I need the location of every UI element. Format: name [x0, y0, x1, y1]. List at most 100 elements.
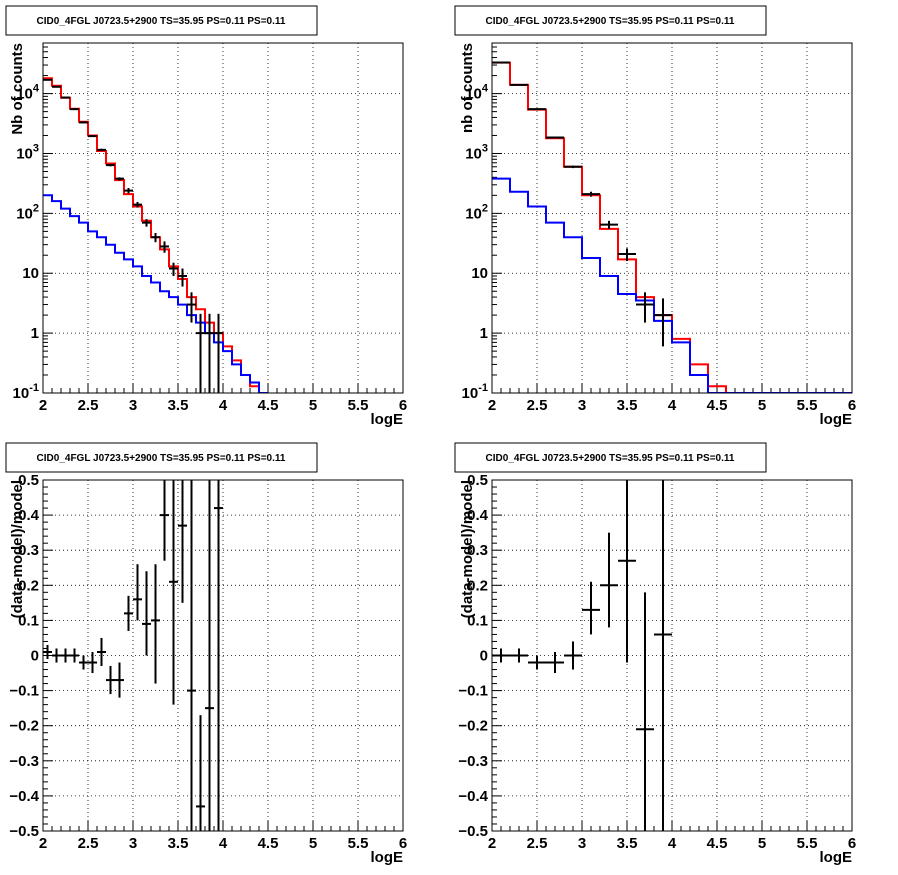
- y-tick-label: −0.5: [9, 823, 39, 840]
- y-tick-label: −0.2: [458, 718, 488, 735]
- x-tick-label: 5.5: [797, 835, 818, 852]
- x-tick-label: 4: [219, 835, 228, 852]
- y-tick-label: −0.2: [9, 718, 39, 735]
- plot-frame: [491, 479, 853, 832]
- x-tick-label: 4: [668, 397, 677, 414]
- panel-title: CID0_4FGL J0723.5+2900 TS=35.95 PS=0.11 …: [486, 16, 735, 27]
- data-layer: [492, 61, 852, 393]
- x-tick-label: 3: [129, 835, 137, 852]
- x-tick-label: 3: [578, 397, 586, 414]
- x-axis-title: logE: [371, 849, 404, 866]
- y-tick-label: 1: [480, 325, 488, 342]
- title-box: [5, 5, 318, 36]
- y-tick-label: 0.2: [467, 577, 488, 594]
- y-tick-label: 102: [16, 202, 39, 222]
- x-tick-label: 4.5: [707, 397, 728, 414]
- x-tick-label: 3.5: [617, 835, 638, 852]
- y-tick-label: 0.1: [18, 612, 39, 629]
- x-tick-label: 2.5: [527, 397, 548, 414]
- x-axis-title: logE: [371, 411, 404, 428]
- y-tick-label: 0.4: [18, 507, 40, 524]
- y-tick-label: 0.3: [467, 542, 488, 559]
- x-tick-label: 5: [309, 397, 317, 414]
- x-tick-label: 2: [488, 835, 496, 852]
- x-tick-label: 5: [309, 835, 317, 852]
- x-tick-label: 4.5: [258, 835, 279, 852]
- data-layer: [43, 77, 268, 393]
- x-tick-label: 5: [758, 397, 766, 414]
- panel-residual-right: CID0_4FGL J0723.5+2900 TS=35.95 PS=0.11 …: [454, 442, 856, 866]
- y-tick-label: −0.3: [458, 753, 488, 770]
- y-tick-label: 0.1: [467, 612, 488, 629]
- x-tick-label: 2: [488, 397, 496, 414]
- x-tick-label: 6: [848, 835, 856, 852]
- y-axis-title: nb of counts: [459, 43, 476, 133]
- y-tick-label: 0.2: [18, 577, 39, 594]
- data-layer: [492, 480, 672, 831]
- x-tick-label: 2.5: [78, 835, 99, 852]
- x-tick-label: 2: [39, 397, 47, 414]
- title-box: [454, 442, 767, 473]
- panel-title: CID0_4FGL J0723.5+2900 TS=35.95 PS=0.11 …: [37, 16, 286, 27]
- y-tick-label: 0.5: [18, 472, 39, 489]
- y-tick-label: −0.4: [9, 788, 39, 805]
- x-tick-label: 4: [219, 397, 228, 414]
- x-axis-title: logE: [820, 849, 853, 866]
- y-tick-label: 1: [31, 325, 39, 342]
- x-axis-title: logE: [820, 411, 853, 428]
- y-axis-title: Nb of counts: [9, 43, 26, 135]
- x-tick-label: 2.5: [78, 397, 99, 414]
- y-tick-label: −0.1: [9, 683, 39, 700]
- panel-title: CID0_4FGL J0723.5+2900 TS=35.95 PS=0.11 …: [37, 453, 286, 464]
- x-tick-label: 2.5: [527, 835, 548, 852]
- y-tick-label: 0.3: [18, 542, 39, 559]
- hist-series-1: [43, 194, 268, 393]
- y-tick-label: 10-1: [13, 382, 39, 402]
- title-box: [454, 5, 767, 36]
- y-tick-label: 102: [465, 202, 488, 222]
- y-tick-label: 10-1: [462, 382, 488, 402]
- x-tick-label: 3: [129, 397, 137, 414]
- y-tick-label: 0: [480, 648, 488, 665]
- data-layer: [43, 480, 223, 831]
- y-tick-label: −0.1: [458, 683, 488, 700]
- y-tick-label: −0.3: [9, 753, 39, 770]
- x-tick-label: 4.5: [258, 397, 279, 414]
- y-tick-label: 103: [465, 142, 488, 162]
- plot-frame: [42, 479, 404, 832]
- title-box: [5, 442, 318, 473]
- y-tick-label: 0.4: [467, 507, 489, 524]
- x-tick-label: 4: [668, 835, 677, 852]
- x-tick-label: 2: [39, 835, 47, 852]
- x-tick-label: 4.5: [707, 835, 728, 852]
- x-tick-label: 3.5: [617, 397, 638, 414]
- y-tick-label: 103: [16, 142, 39, 162]
- y-tick-label: 0.5: [467, 472, 488, 489]
- x-tick-label: 5: [758, 835, 766, 852]
- plot-area: 2 2.5 3 3.5 4 4.5 5 5.5 6 −0.5 −0.4 −0.3 −0.2 −0.1 0 0.…: [9, 472, 407, 852]
- y-axis-title: (data-model)/model: [9, 480, 26, 618]
- y-tick-label: −0.5: [458, 823, 488, 840]
- x-tick-label: 3.5: [168, 397, 189, 414]
- x-tick-label: 5.5: [348, 397, 369, 414]
- x-tick-label: 3: [578, 835, 586, 852]
- x-tick-label: 3.5: [168, 835, 189, 852]
- x-tick-label: 6: [399, 835, 407, 852]
- y-tick-label: 0: [31, 648, 39, 665]
- x-tick-label: 6: [848, 397, 856, 414]
- x-tick-label: 6: [399, 397, 407, 414]
- y-tick-label: −0.4: [458, 788, 488, 805]
- plot-area: 2 2.5 3 3.5 4 4.5 5 5.5 6 −0.5 −0.4 −0.3 −0.2 −0.1 0 0.…: [458, 472, 856, 852]
- panel-counts-right: CID0_4FGL J0723.5+2900 TS=35.95 PS=0.11 …: [454, 5, 856, 428]
- plot-frame: [42, 42, 404, 394]
- panel-counts-left: CID0_4FGL J0723.5+2900 TS=35.95 PS=0.11 …: [5, 5, 407, 428]
- y-tick-label: 10: [22, 265, 39, 282]
- y-axis-title: (data-model)/model: [459, 480, 476, 618]
- y-tick-label: 10: [471, 265, 488, 282]
- x-tick-label: 5.5: [797, 397, 818, 414]
- hist-series-1: [492, 177, 852, 393]
- panel-residual-left: CID0_4FGL J0723.5+2900 TS=35.95 PS=0.11 …: [5, 442, 407, 866]
